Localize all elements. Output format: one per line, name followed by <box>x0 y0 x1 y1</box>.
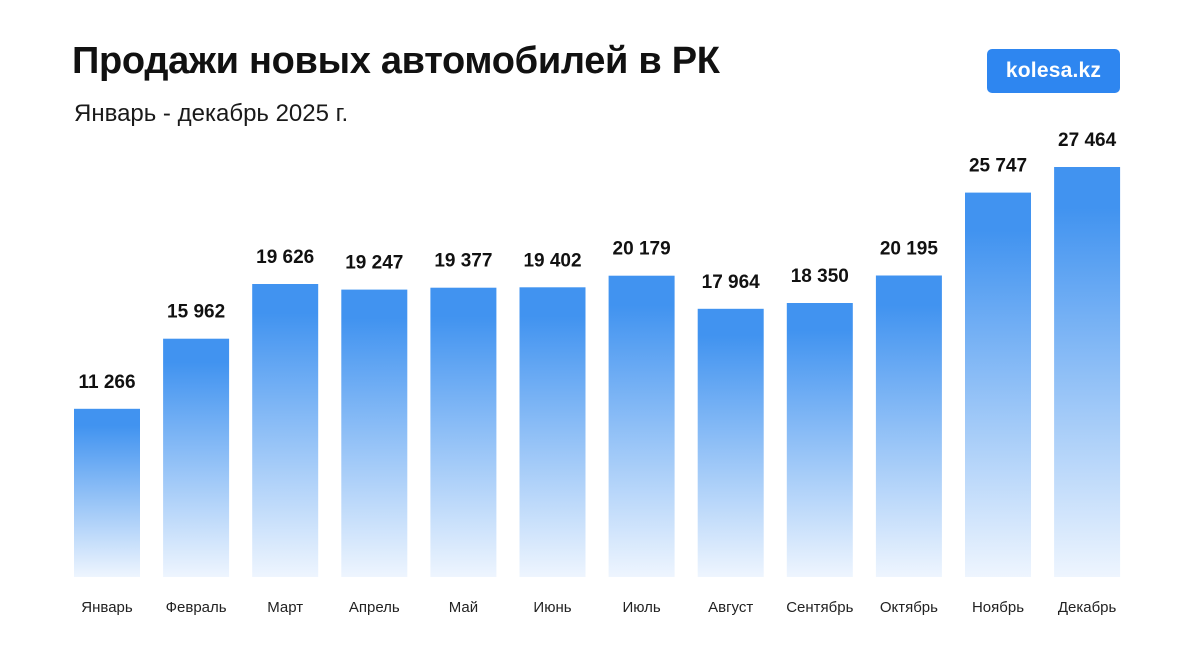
category-label-1: Январь <box>81 599 133 616</box>
category-label-8: Август <box>708 599 753 616</box>
bar-9 <box>786 303 853 577</box>
category-label-9: Сентябрь <box>786 599 853 616</box>
bars-group <box>74 167 1121 577</box>
value-label-12: 27 464 <box>1058 130 1117 151</box>
value-labels-group: 11 266 15 962 19 626 19 247 19 377 19 402 20 1… <box>78 130 1116 393</box>
value-label-7: 20 179 <box>613 239 671 260</box>
chart-subtitle: Январь - декабрь 2025 г. <box>74 100 349 127</box>
category-label-2: Февраль <box>166 599 227 616</box>
value-label-9: 18 350 <box>791 266 849 287</box>
value-label-11: 25 747 <box>969 156 1027 177</box>
bar-1 <box>74 408 140 577</box>
value-label-8: 17 964 <box>702 272 761 293</box>
bar-5 <box>430 287 497 577</box>
category-label-3: Март <box>267 599 303 616</box>
category-label-10: Октябрь <box>880 599 938 616</box>
value-label-6: 19 402 <box>523 250 581 271</box>
bar-3 <box>252 284 319 577</box>
bar-11 <box>965 192 1031 577</box>
kolesa-logo: kolesa.kz <box>987 49 1120 93</box>
category-label-5: Май <box>449 599 478 616</box>
value-label-4: 19 247 <box>345 253 403 274</box>
value-label-3: 19 626 <box>256 247 314 268</box>
bar-12 <box>1054 167 1121 577</box>
category-label-6: Июнь <box>533 599 571 616</box>
bar-10 <box>875 275 942 577</box>
bar-4 <box>341 289 408 577</box>
category-labels-group: Январь Февраль Март Апрель Май Июнь Июль Август… <box>81 599 1116 616</box>
value-label-1: 11 266 <box>78 372 135 393</box>
category-label-11: Ноябрь <box>972 599 1024 616</box>
category-label-7: Июль <box>622 599 660 616</box>
value-label-10: 20 195 <box>880 239 939 260</box>
value-label-5: 19 377 <box>434 251 492 272</box>
bar-6 <box>519 287 586 577</box>
category-label-4: Апрель <box>349 599 400 616</box>
value-label-2: 15 962 <box>167 302 225 323</box>
bar-8 <box>697 308 764 577</box>
chart-title: Продажи новых автомобилей в РК <box>72 40 720 82</box>
bar-2 <box>163 338 230 577</box>
category-label-12: Декабрь <box>1058 599 1117 616</box>
bar-7 <box>608 275 675 577</box>
